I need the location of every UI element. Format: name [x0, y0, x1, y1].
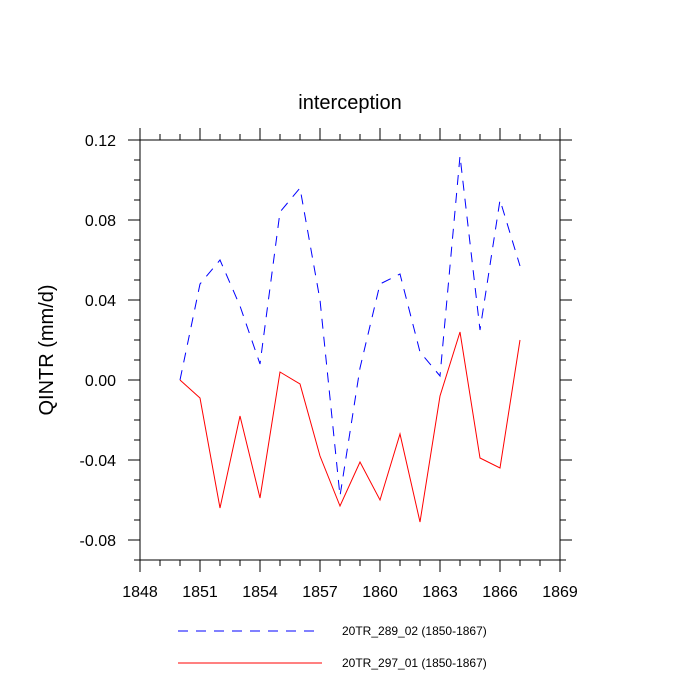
x-tick-label: 1857	[302, 584, 338, 601]
x-tick-label: 1854	[242, 584, 278, 601]
x-tick-label: 1863	[422, 584, 458, 601]
series-line-1	[179, 155, 521, 497]
legend: 20TR_289_02 (1850-1867) 20TR_297_01 (1850…	[178, 624, 487, 670]
y-axis-title: QINTR (mm/d)	[36, 284, 58, 415]
x-axis: 1848 1851 1854 1857 1860 1863 1866 1869	[122, 128, 578, 601]
legend-label-2: 20TR_297_01 (1850-1867)	[342, 656, 487, 670]
y-tick-label: -0.04	[80, 453, 117, 470]
plot-frame	[139, 139, 561, 561]
series-lines	[179, 155, 521, 523]
y-tick-label: 0.08	[85, 213, 116, 230]
y-tick-label: -0.08	[80, 533, 117, 550]
x-tick-label: 1866	[482, 584, 518, 601]
legend-label-1: 20TR_289_02 (1850-1867)	[342, 624, 487, 638]
x-tick-label: 1860	[362, 584, 398, 601]
x-tick-label: 1869	[542, 584, 578, 601]
x-tick-label: 1851	[182, 584, 218, 601]
chart-title: interception	[298, 92, 401, 114]
y-axis: -0.08 -0.04 0.00 0.04 0.08 0.12	[80, 133, 572, 561]
y-tick-label: 0.04	[85, 293, 116, 310]
y-tick-label: 0.00	[85, 373, 116, 390]
y-tick-label: 0.12	[85, 133, 116, 150]
series-line-2	[179, 331, 521, 523]
x-tick-label: 1848	[122, 584, 158, 601]
